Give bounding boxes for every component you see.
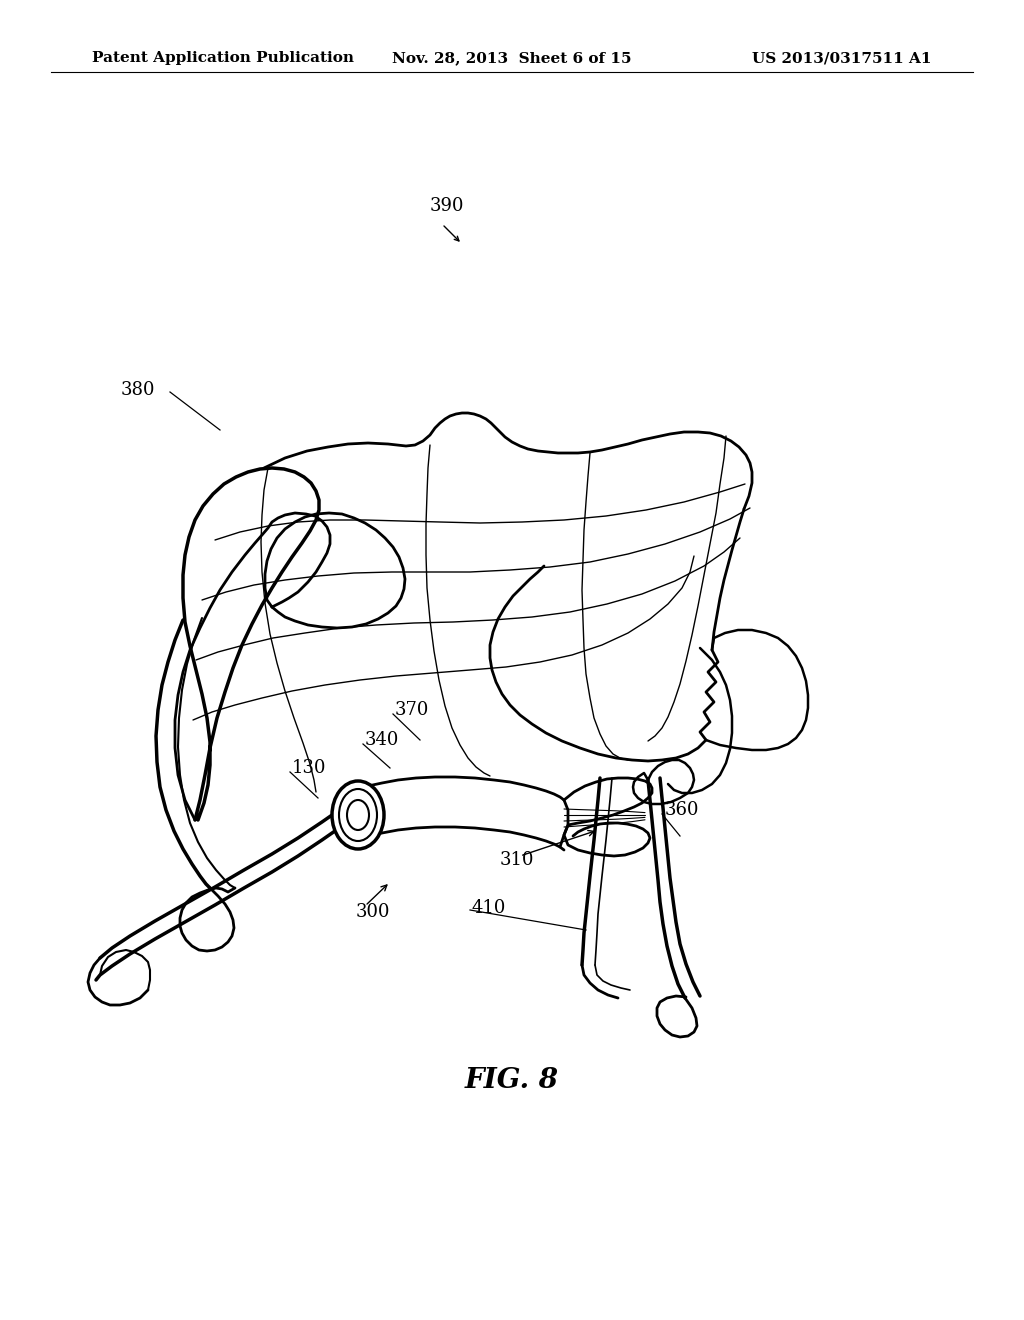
Text: 360: 360	[665, 801, 699, 818]
Text: FIG. 8: FIG. 8	[465, 1067, 559, 1093]
Ellipse shape	[347, 800, 369, 830]
Text: US 2013/0317511 A1: US 2013/0317511 A1	[753, 51, 932, 65]
Text: 390: 390	[430, 197, 465, 215]
Text: 310: 310	[500, 851, 535, 869]
Ellipse shape	[332, 781, 384, 849]
Text: 340: 340	[365, 731, 399, 748]
Text: 380: 380	[121, 381, 155, 399]
Ellipse shape	[339, 789, 377, 841]
Text: 370: 370	[395, 701, 429, 719]
Text: Patent Application Publication: Patent Application Publication	[92, 51, 354, 65]
Text: 410: 410	[472, 899, 507, 917]
Text: 130: 130	[292, 759, 327, 777]
Text: Nov. 28, 2013  Sheet 6 of 15: Nov. 28, 2013 Sheet 6 of 15	[392, 51, 632, 65]
Text: 300: 300	[356, 903, 390, 921]
